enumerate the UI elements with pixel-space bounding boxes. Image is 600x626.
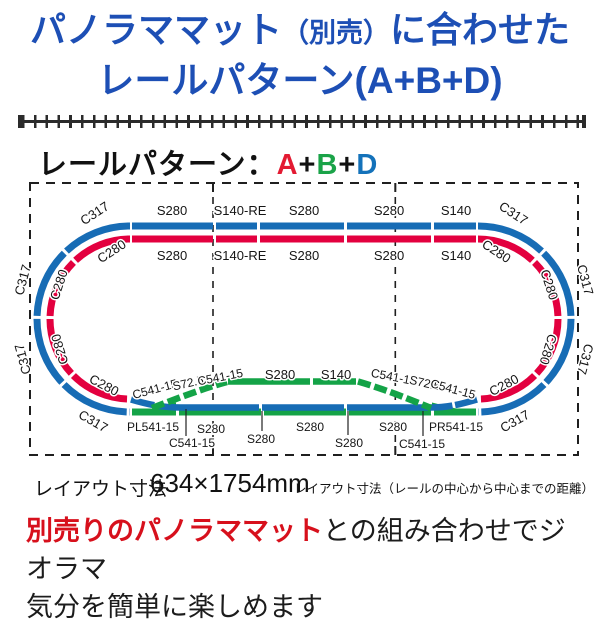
- track-piece-label: C317: [496, 198, 530, 228]
- title-line1-main: パノラママット: [29, 9, 282, 50]
- title-line1-paren: （別売）: [282, 18, 390, 48]
- label-pointer-lines: [185, 409, 424, 436]
- track-piece-label: S140-RE: [214, 203, 267, 218]
- outer-loop-blue: [33, 222, 575, 416]
- track-piece-label: S140: [441, 203, 471, 218]
- railroad-track-divider: [18, 115, 586, 128]
- track-piece-label: S280: [289, 248, 319, 263]
- plus-sign: +: [338, 149, 357, 181]
- middle-blue-line: [130, 396, 478, 411]
- track-piece-label: C317: [77, 198, 111, 228]
- pattern-b-letter: B: [316, 149, 339, 181]
- track-piece-label: S280: [157, 248, 187, 263]
- mat-outline: [29, 182, 579, 456]
- title-line-1: パノラママット（別売）に合わせた: [0, 6, 600, 57]
- pattern-a-letter: A: [276, 149, 299, 181]
- track-piece-label: S140: [441, 248, 471, 263]
- track-piece-label: S140: [321, 367, 351, 382]
- track-piece-label: S280: [157, 203, 187, 218]
- pattern-d-letter: D: [356, 149, 379, 181]
- page-title: パノラママット（別売）に合わせた レールパターン(A+B+D): [0, 6, 600, 104]
- siding-green-line: [150, 378, 433, 412]
- plus-sign: +: [298, 149, 317, 181]
- track-piece-label: S280: [247, 432, 275, 446]
- track-piece-label: PL541-15: [127, 420, 179, 434]
- track-piece-label: S280: [296, 420, 324, 434]
- track-piece-label: S280: [374, 203, 404, 218]
- page: パノラママット（別売）に合わせた レールパターン(A+B+D) レールパターン：…: [0, 6, 600, 622]
- inner-loop-red: [46, 235, 562, 403]
- track-piece-label: C541-15: [399, 437, 445, 451]
- layout-dimensions-value: 634×1754mm: [150, 468, 310, 498]
- track-piece-label: C280: [537, 332, 560, 366]
- footer-highlight: 別売りのパノラママット: [26, 516, 323, 546]
- track-piece-label: S280: [379, 420, 407, 434]
- track-piece-label: PR541-15: [429, 420, 483, 434]
- footer-line2: 気分を簡単に楽しめます: [26, 592, 323, 622]
- track-piece-label: S280: [197, 422, 225, 436]
- track-piece-label: S280: [374, 248, 404, 263]
- title-line-2: レールパターン(A+B+D): [97, 60, 503, 101]
- track-piece-label: S280: [289, 203, 319, 218]
- footer-text: 別売りのパノラママットとの組み合わせでジオラマ 気分を簡単に楽しめます: [26, 512, 586, 626]
- mat-divider-ticks: [212, 183, 397, 455]
- footer-rest: との組み合わせでジオラマ: [26, 516, 566, 584]
- title-line1-rest: に合わせた: [390, 9, 571, 50]
- pattern-heading: レールパターン：A+B+D: [38, 141, 378, 183]
- layout-dimensions-note: レイアウト寸法（レールの中心から中心までの距離）: [294, 482, 595, 496]
- track-layout-diagram: C317 S280 S140-RE S280 S280 S140 C317 S2…: [10, 182, 598, 456]
- track-piece-label: S280: [335, 436, 363, 450]
- track-piece-label: S140-RE: [214, 248, 267, 263]
- track-piece-label: C541-15: [169, 436, 215, 450]
- track-piece-label: S280: [265, 367, 295, 382]
- track-piece-label: C541-15: [429, 376, 477, 402]
- layout-dimensions-label: レイアウト寸法: [34, 479, 168, 500]
- track-piece-label: C280: [48, 332, 71, 366]
- pattern-heading-label: レールパターン：: [38, 149, 277, 181]
